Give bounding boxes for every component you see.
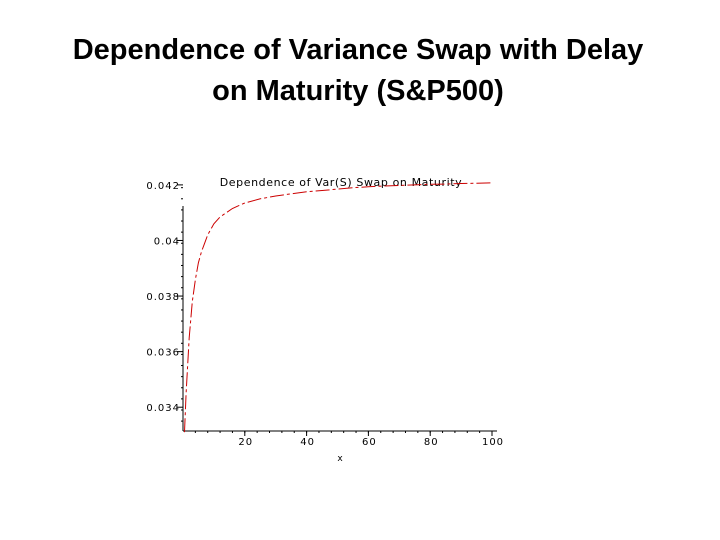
chart-axes	[181, 187, 497, 433]
y-tick-label: 0.038	[146, 292, 180, 303]
series-line	[184, 182, 493, 433]
y-tick-label: 0.04	[154, 236, 180, 247]
y-axis-ticks: 0.034 0.036 0.038 0.04 0.042	[146, 181, 183, 414]
slide-title-line2: on Maturity (S&P500)	[212, 75, 504, 107]
x-tick-label: 20	[238, 437, 253, 448]
x-tick-label: 100	[482, 437, 504, 448]
plot-area	[184, 182, 493, 433]
x-tick-label: 60	[362, 437, 377, 448]
x-axis-label: x	[337, 454, 343, 464]
x-tick-label: 40	[300, 437, 315, 448]
slide-title: Dependence of Variance Swap with Delay o…	[0, 30, 720, 112]
chart-title: Dependence of Var(S) Swap on Maturity	[220, 176, 463, 189]
y-tick-label: 0.036	[146, 348, 180, 359]
y-tick-label: 0.042	[146, 181, 180, 192]
x-axis-ticks: 20 40 60 80 100	[238, 431, 504, 448]
slide-title-line1: Dependence of Variance Swap with Delay	[72, 34, 644, 66]
x-tick-label: 80	[424, 437, 439, 448]
y-tick-label: 0.034	[146, 403, 180, 414]
